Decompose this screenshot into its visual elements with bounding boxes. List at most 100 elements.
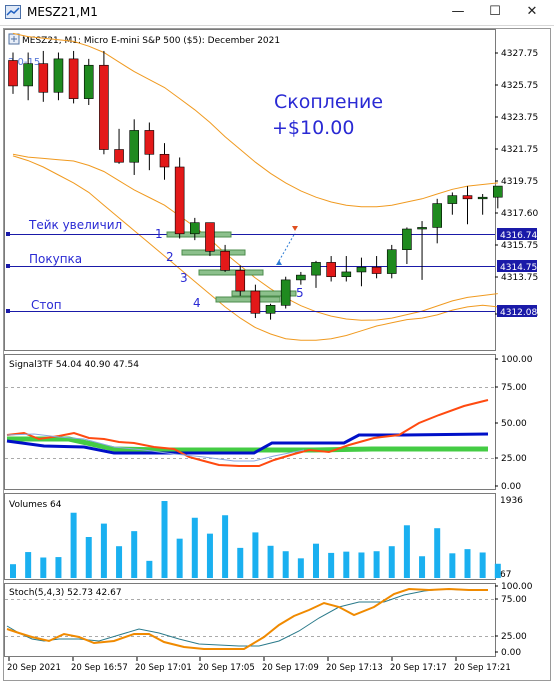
price-tick-label: 4315.75: [501, 241, 538, 251]
candle-body: [311, 262, 321, 276]
volume-bar: [449, 553, 456, 578]
expand-icon[interactable]: [8, 33, 20, 45]
candle-body: [99, 64, 109, 150]
buy-label: Покупка: [29, 252, 82, 266]
candle: [53, 52, 64, 101]
candle-body: [447, 195, 458, 204]
candle-body: [205, 222, 215, 252]
close-button[interactable]: ✕: [526, 4, 538, 19]
volume-bar: [237, 547, 244, 578]
candle: [23, 52, 33, 101]
minimize-button[interactable]: —: [451, 4, 465, 19]
candle-body: [356, 266, 367, 273]
volume-bar: [25, 552, 32, 578]
stop-label: Стоп: [31, 298, 62, 312]
candle: [129, 119, 139, 175]
candle-body: [114, 149, 124, 163]
stop-line-anchor[interactable]: [6, 309, 10, 313]
volume-bar: [297, 558, 304, 578]
take-profit-line-anchor[interactable]: [6, 232, 10, 236]
candle: [114, 128, 124, 164]
buy-line-anchor[interactable]: [6, 264, 10, 268]
signal-panel-frame: [4, 354, 496, 490]
maximize-button[interactable]: ☐: [489, 4, 501, 19]
entry-tag-3: 3: [180, 271, 188, 285]
volume-bar: [313, 543, 319, 578]
signal-red-line: [6, 399, 489, 467]
stoch-tick-label: 100.00: [501, 582, 533, 592]
buy-price-tag: 4314.75: [497, 260, 537, 273]
signal-tick-label: 25.00: [501, 454, 527, 464]
entry-bar-4: [215, 296, 281, 303]
svg-text:4316.74: 4316.74: [500, 231, 537, 241]
svg-text:4314.75: 4314.75: [500, 263, 537, 273]
candle-body: [129, 130, 139, 163]
volume-bar: [176, 538, 183, 578]
candle: [417, 221, 427, 280]
volume-bar: [282, 551, 289, 578]
price-tick-label: 4323.75: [501, 113, 538, 123]
annotation-title: Скопление: [274, 91, 383, 113]
entry-tag-5: 5: [296, 286, 304, 300]
price-axis: 4327.75 4325.75 4323.75 4321.75 4319.75 4317.…: [495, 49, 538, 320]
candle-body: [402, 228, 412, 250]
volume-bar: [328, 552, 335, 578]
volume-bar: [146, 560, 153, 578]
volume-bar: [10, 564, 16, 578]
signal-tick-label: 75.00: [501, 383, 527, 393]
price-tick-label: 4319.75: [501, 177, 538, 187]
volume-bar: [267, 545, 274, 578]
candle: [99, 50, 109, 155]
main-panel-header: MESZ21, M1: Micro E-mini S&P 500 ($5): D…: [22, 36, 280, 46]
candle: [447, 192, 458, 215]
stoch-panel-frame: [4, 583, 496, 657]
signal-tick-label: 0.00: [501, 482, 521, 492]
volume-bar: [434, 528, 441, 578]
candle: [68, 50, 79, 104]
volume-bar: [479, 552, 486, 578]
time-tick-label: 20 Sep 16:57: [71, 663, 128, 673]
candle-body: [417, 227, 427, 230]
volume-bar: [191, 517, 198, 578]
entry-tag-2: 2: [166, 250, 174, 264]
candle: [341, 256, 352, 282]
candle: [462, 186, 473, 225]
stop-price-tag: 4312.08: [497, 305, 537, 318]
candle: [326, 256, 336, 282]
candle-body: [296, 274, 306, 281]
candle-body: [250, 290, 261, 314]
candle: [432, 198, 443, 244]
volume-bar: [55, 557, 62, 578]
candle: [477, 194, 488, 215]
entry-bar-5: [231, 290, 297, 297]
stoch-panel-header: Stoch(5,4,3) 52.73 42.67: [9, 588, 122, 598]
volume-bar: [222, 515, 229, 578]
candle-body: [235, 270, 246, 292]
time-axis: 20 Sep 2021 20 Sep 16:57 20 Sep 17:01 20 Se…: [7, 657, 511, 673]
candle-body: [144, 130, 155, 155]
time-tick-label: 20 Sep 17:17: [390, 663, 447, 673]
candle-body: [371, 266, 382, 274]
window-title: MESZ21,M1: [27, 5, 98, 19]
candle-body: [265, 305, 276, 314]
signal-tick-label: 100.00: [501, 355, 533, 365]
buy-arrow-icon: [276, 260, 282, 265]
candle: [311, 260, 321, 288]
candle: [220, 244, 230, 272]
candle: [492, 185, 503, 209]
price-tick-label: 4321.75: [501, 145, 538, 155]
tick-label: 2.0-15: [8, 57, 40, 68]
candle-body: [174, 166, 185, 235]
candle: [296, 271, 306, 285]
chart-window[interactable]: MESZ21, M1: Micro E-mini S&P 500 ($5): D…: [3, 28, 551, 681]
volume-bar: [494, 563, 501, 578]
stoch-axis: 100.00 75.00 25.00 0.00: [495, 582, 533, 658]
chart-canvas[interactable]: MESZ21, M1: Micro E-mini S&P 500 ($5): D…: [4, 29, 550, 680]
candle-body: [8, 60, 18, 87]
candle: [144, 122, 155, 171]
stoch-signal-line: [6, 587, 488, 650]
middle-envelope-line: [12, 153, 498, 321]
candle: [356, 257, 367, 287]
time-tick-label: 20 Sep 17:09: [262, 663, 319, 673]
signal-axis: 100.00 75.00 50.00 25.00 0.00: [495, 355, 533, 492]
